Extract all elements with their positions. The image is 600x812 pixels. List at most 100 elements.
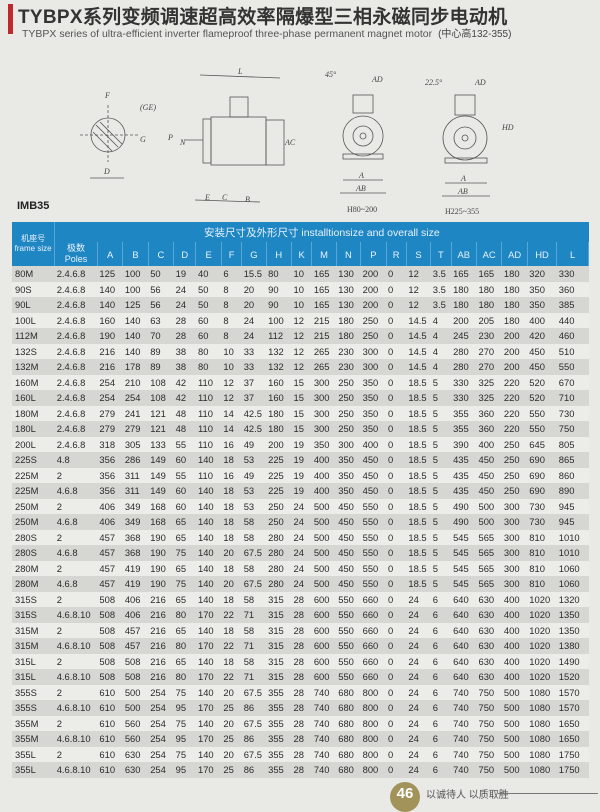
cell-ad: 220 (501, 405, 528, 421)
cell-g: 53 (241, 452, 267, 468)
cell-n: 350 (336, 483, 361, 499)
column-header-k: K (291, 242, 313, 266)
cell-ad: 300 (501, 514, 528, 530)
cell-k: 28 (291, 591, 312, 607)
cell-f: 25 (221, 731, 242, 747)
cell-t: 6 (430, 715, 452, 731)
cell-e: 140 (195, 746, 222, 762)
cell-f: 14 (221, 421, 242, 437)
cell-ab: 640 (451, 669, 477, 685)
poles-cell: 2 (54, 560, 98, 576)
cell-l: 1010 (556, 529, 589, 545)
cell-g: 42.5 (241, 405, 267, 421)
cell-n: 680 (336, 731, 361, 747)
cell-k: 28 (291, 653, 312, 669)
cell-k: 28 (291, 762, 312, 778)
cell-h: 90 (266, 297, 292, 313)
cell-c: 190 (148, 576, 174, 592)
cell-ac: 630 (476, 591, 502, 607)
cell-p: 660 (360, 622, 387, 638)
cell-n: 450 (336, 529, 361, 545)
cell-m: 165 (311, 266, 337, 282)
cell-ab: 740 (451, 684, 477, 700)
cell-f: 6 (221, 266, 242, 282)
cell-e: 140 (195, 715, 222, 731)
cell-a: 457 (97, 529, 123, 545)
cell-m: 300 (311, 390, 337, 406)
cell-p: 660 (360, 607, 387, 623)
cell-m: 500 (311, 529, 337, 545)
cell-b: 419 (122, 576, 149, 592)
cell-hd: 520 (527, 374, 557, 390)
frame-header-cn: 机座号 (21, 234, 46, 243)
cell-n: 550 (336, 591, 361, 607)
cell-ad: 500 (501, 731, 528, 747)
cell-c: 56 (148, 297, 174, 313)
cell-b: 241 (122, 405, 149, 421)
cell-h: 315 (266, 638, 292, 654)
cell-ab: 280 (451, 343, 477, 359)
cell-r: 0 (386, 405, 407, 421)
cell-h: 160 (266, 390, 292, 406)
cell-s: 18.5 (406, 498, 431, 514)
cell-a: 457 (97, 560, 123, 576)
cell-hd: 690 (527, 452, 557, 468)
cell-t: 3.5 (430, 281, 452, 297)
cell-e: 110 (195, 405, 222, 421)
cell-r: 0 (386, 529, 407, 545)
cell-a: 279 (97, 405, 123, 421)
cell-c: 89 (148, 359, 174, 375)
cell-g: 49 (241, 436, 267, 452)
poles-cell: 2 (54, 529, 98, 545)
cell-e: 110 (195, 467, 222, 483)
column-header-d: D (173, 242, 197, 266)
cell-d: 75 (173, 684, 196, 700)
cell-n: 350 (336, 452, 361, 468)
cell-g: 24 (241, 312, 267, 328)
cell-a: 610 (97, 684, 123, 700)
frame-size-cell: 355L (12, 746, 55, 762)
frame-size-cell: 250M (12, 514, 55, 530)
cell-f: 8 (221, 312, 242, 328)
cell-t: 6 (430, 607, 452, 623)
cell-b: 630 (122, 762, 149, 778)
cell-k: 15 (291, 421, 312, 437)
cell-e: 110 (195, 436, 222, 452)
cell-c: 168 (148, 498, 174, 514)
cell-r: 0 (386, 498, 407, 514)
cell-d: 65 (173, 591, 196, 607)
poles-header: 极数 Poles (54, 242, 98, 266)
cell-n: 550 (336, 638, 361, 654)
cell-e: 60 (195, 328, 222, 344)
cell-r: 0 (386, 669, 407, 685)
cell-g: 67.5 (241, 715, 267, 731)
cell-m: 600 (311, 669, 337, 685)
cell-m: 300 (311, 421, 337, 437)
cell-r: 0 (386, 281, 407, 297)
cell-hd: 730 (527, 498, 557, 514)
cell-hd: 320 (527, 266, 557, 282)
cell-l: 670 (556, 374, 589, 390)
cell-t: 5 (430, 545, 452, 561)
cell-ab: 180 (451, 297, 477, 313)
frame-size-cell: 90S (12, 281, 55, 297)
cell-k: 15 (291, 390, 312, 406)
cell-h: 280 (266, 545, 292, 561)
cell-b: 140 (122, 312, 149, 328)
poles-header-cn: 极数 (67, 243, 86, 253)
cell-r: 0 (386, 746, 407, 762)
cell-e: 110 (195, 390, 222, 406)
cell-ab: 545 (451, 560, 477, 576)
cell-t: 3.5 (430, 266, 452, 282)
caption-h80-200: H80~200 (347, 205, 377, 214)
poles-cell: 4.6.8.10 (54, 607, 98, 623)
frame-size-cell: 132S (12, 343, 55, 359)
cell-hd: 400 (527, 312, 557, 328)
subtitle-text: TYBPX series of ultra-efficient inverter… (22, 28, 433, 40)
poles-cell: 4.6.8.10 (54, 700, 98, 716)
cell-e: 140 (195, 545, 222, 561)
cell-f: 18 (221, 653, 242, 669)
frame-size-cell: 112M (12, 328, 55, 344)
cell-d: 75 (173, 746, 196, 762)
cell-ac: 360 (476, 405, 502, 421)
